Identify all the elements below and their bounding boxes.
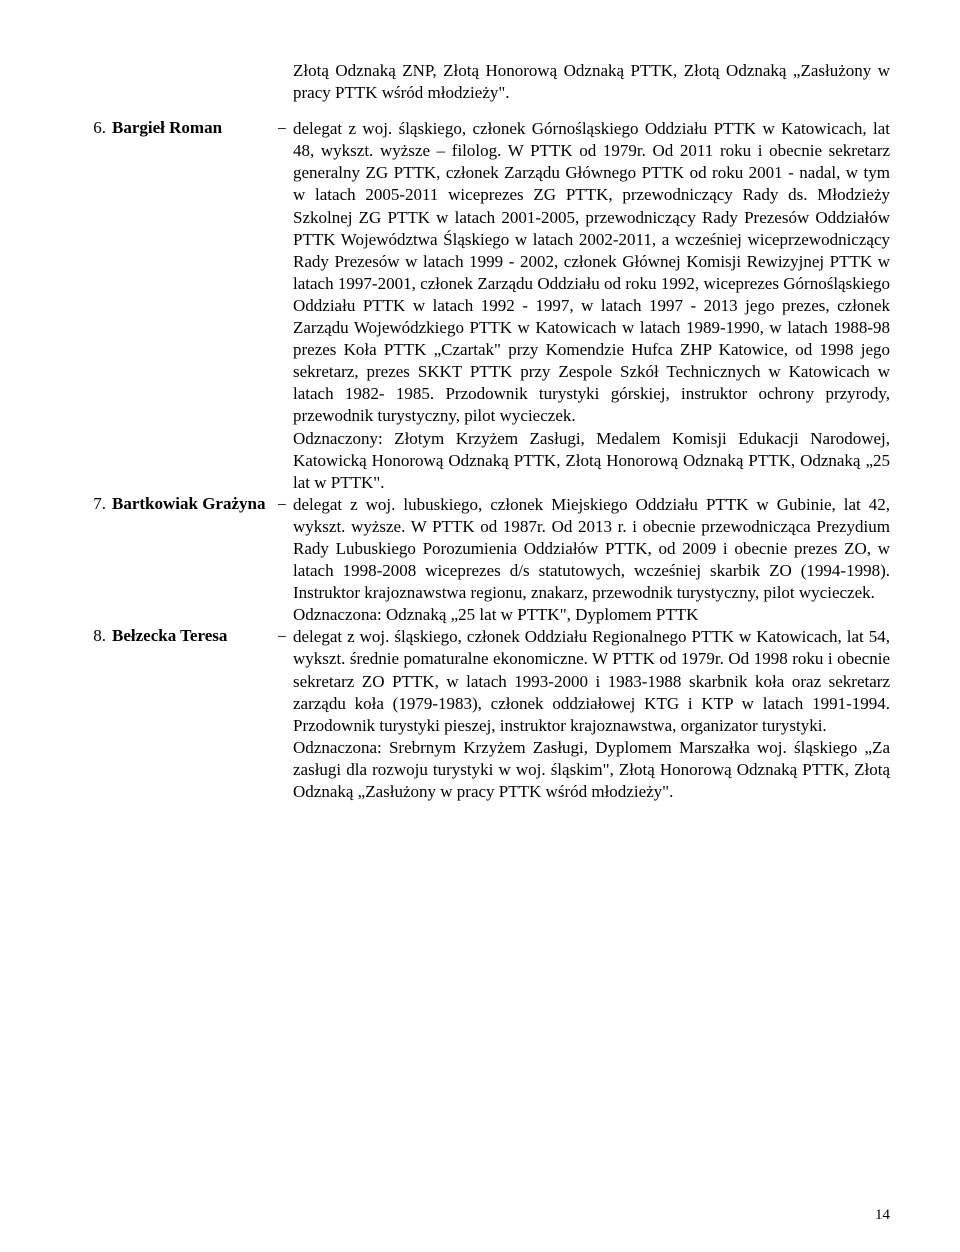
- entry-number: 6.: [70, 118, 112, 138]
- page-number: 14: [875, 1207, 890, 1224]
- preceding-entry-tail: Złotą Odznaką ZNP, Złotą Honorową Odznak…: [70, 60, 890, 104]
- list-entry: 7. Bartkowiak Grażyna − delegat z woj. l…: [70, 494, 890, 627]
- document-page: Złotą Odznaką ZNP, Złotą Honorową Odznak…: [0, 0, 960, 1252]
- entry-name: Bartkowiak Grażyna: [112, 494, 293, 514]
- spacer: [70, 104, 890, 118]
- entry-text: Złotą Odznaką ZNP, Złotą Honorową Odznak…: [293, 61, 890, 102]
- entry-text: delegat z woj. śląskiego, członek Oddzia…: [293, 627, 890, 801]
- dash-icon: −: [277, 118, 287, 140]
- entry-name: Bełzecka Teresa: [112, 626, 293, 646]
- entry-text: delegat z woj. lubuskiego, członek Miejs…: [293, 495, 890, 624]
- list-entry: 6. Bargieł Roman − delegat z woj. śląski…: [70, 118, 890, 494]
- entry-description: − delegat z woj. lubuskiego, członek Mie…: [293, 494, 890, 627]
- entry-description: Złotą Odznaką ZNP, Złotą Honorową Odznak…: [293, 60, 890, 104]
- entry-number: 8.: [70, 626, 112, 646]
- entry-description: − delegat z woj. śląskiego, członek Górn…: [293, 118, 890, 494]
- entry-description: − delegat z woj. śląskiego, członek Oddz…: [293, 626, 890, 803]
- dash-icon: −: [277, 494, 287, 516]
- dash-icon: −: [277, 626, 287, 648]
- entry-text: delegat z woj. śląskiego, członek Górnoś…: [293, 119, 890, 492]
- entry-name: Bargieł Roman: [112, 118, 293, 138]
- list-entry: 8. Bełzecka Teresa − delegat z woj. śląs…: [70, 626, 890, 803]
- entry-number: 7.: [70, 494, 112, 514]
